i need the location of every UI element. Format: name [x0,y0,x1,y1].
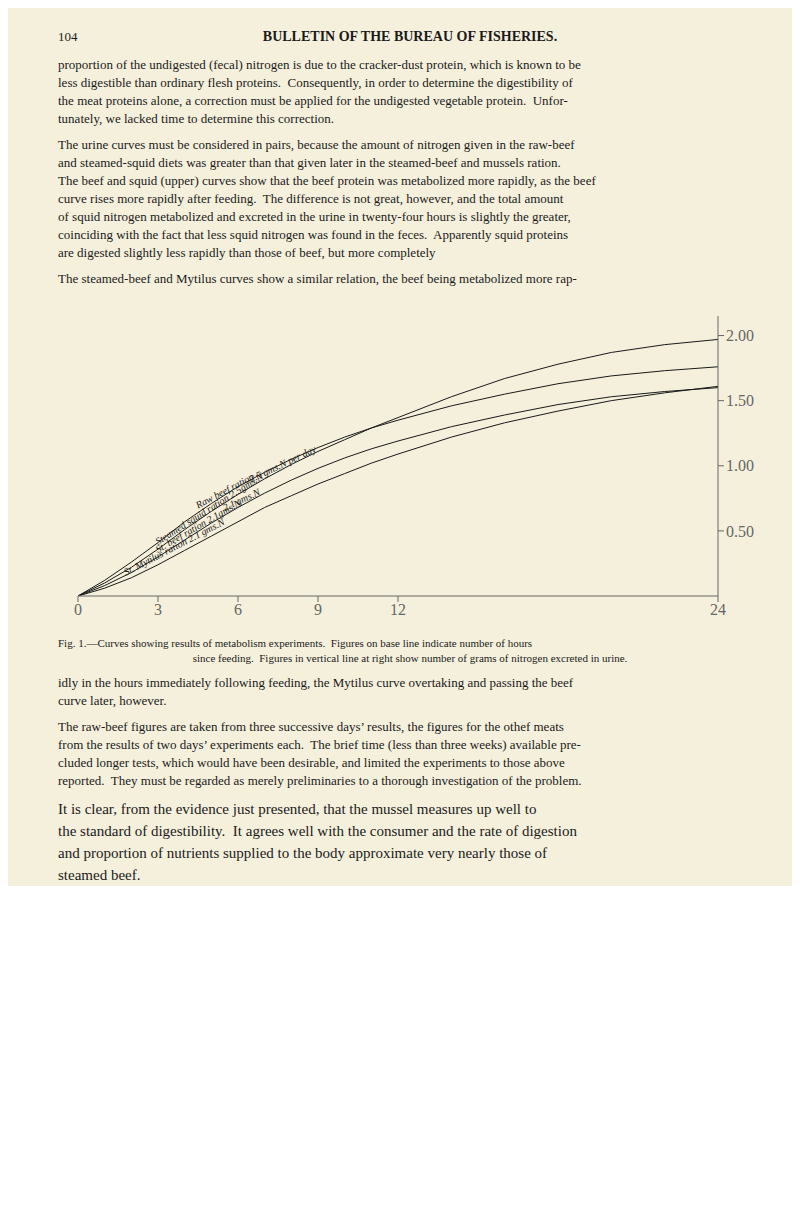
html-text:and steamed-squid diets was gr: and steamed-squid diets was greater than… [58,155,561,170]
svg-text:6: 6 [234,601,242,618]
html-text:proportion of the undigested (: proportion of the undigested (fecal) nit… [58,57,581,72]
html-text:The beef and squid (upper) cur: The beef and squid (upper) curves show t… [58,173,596,188]
html-text:coinciding with the fact that: coinciding with the fact that less squid… [58,227,569,242]
html-text:less digestible than ordinary: less digestible than ordinary flesh prot… [58,75,573,90]
html-text:of squid nitrogen metabolized: of squid nitrogen metabolized and excret… [58,209,571,224]
html-text:The urine curves must be consi: The urine curves must be considered in p… [58,137,575,152]
html-text:104: 104 [58,29,78,44]
html-text:the meat proteins alone, a cor: the meat proteins alone, a correction mu… [58,93,568,108]
html-text:the standard of digestibility.: the standard of digestibility. It agrees… [58,823,577,839]
html-text:reported. They must be regarde: reported. They must be regarded as merel… [58,773,582,788]
html-text:cluded longer tests, which wou: cluded longer tests, which would have be… [58,755,565,770]
html-text:idly in the hours immediately: idly in the hours immediately following … [58,675,574,690]
svg-text:0.50: 0.50 [726,523,754,540]
html-text:tunately, we lacked time to de: tunately, we lacked time to determine th… [58,111,334,126]
html-text:from the results of two days’: from the results of two days’ experiment… [58,737,581,752]
html-text:Fig. 1.—Curves showing results: Fig. 1.—Curves showing results of metabo… [58,637,533,649]
html-text:The steamed-beef and Mytilus c: The steamed-beef and Mytilus curves show… [58,271,577,286]
svg-text:St. beef ration 2.1gms.N: St. beef ration 2.1gms.N [153,496,243,555]
svg-text:9: 9 [314,601,322,618]
html-text:curve later, however.: curve later, however. [58,693,167,708]
svg-text:2.5 gms.N per day: 2.5 gms.N per day [247,443,318,484]
html-text:are digested slightly less rap: are digested slightly less rapidly than … [58,245,436,260]
svg-text:24: 24 [710,601,726,618]
html-text:curve rises more rapidly after: curve rises more rapidly after feeding. … [58,191,564,206]
svg-text:3: 3 [154,601,162,618]
svg-text:2.00: 2.00 [726,327,754,344]
html-text:and proportion of nutrients su: and proportion of nutrients supplied to … [58,845,548,861]
html-text:since feeding. Figures in vert: since feeding. Figures in vertical line … [192,652,628,664]
svg-text:Steamed squid ration 2.5gms.N: Steamed squid ration 2.5gms.N [153,470,265,547]
svg-text:1.00: 1.00 [726,457,754,474]
html-text:steamed beef.: steamed beef. [58,867,141,883]
svg-text:Raw beef ration: Raw beef ration [193,470,256,511]
svg-text:0: 0 [74,601,82,618]
html-text:It is clear, from the evidence: It is clear, from the evidence just pres… [58,801,537,817]
svg-text:12: 12 [390,601,406,618]
html-text:The raw-beef figures are taken: The raw-beef figures are taken from thre… [58,719,564,734]
svg-text:1.50: 1.50 [726,392,754,409]
html-text:BULLETIN OF THE BUREAU OF FISH: BULLETIN OF THE BUREAU OF FISHERIES. [262,29,558,44]
svg-text:2.1 gms.N: 2.1 gms.N [221,486,263,513]
svg-text:St. Mytilus ration 2.1 gms.N: St. Mytilus ration 2.1 gms.N [122,515,228,577]
